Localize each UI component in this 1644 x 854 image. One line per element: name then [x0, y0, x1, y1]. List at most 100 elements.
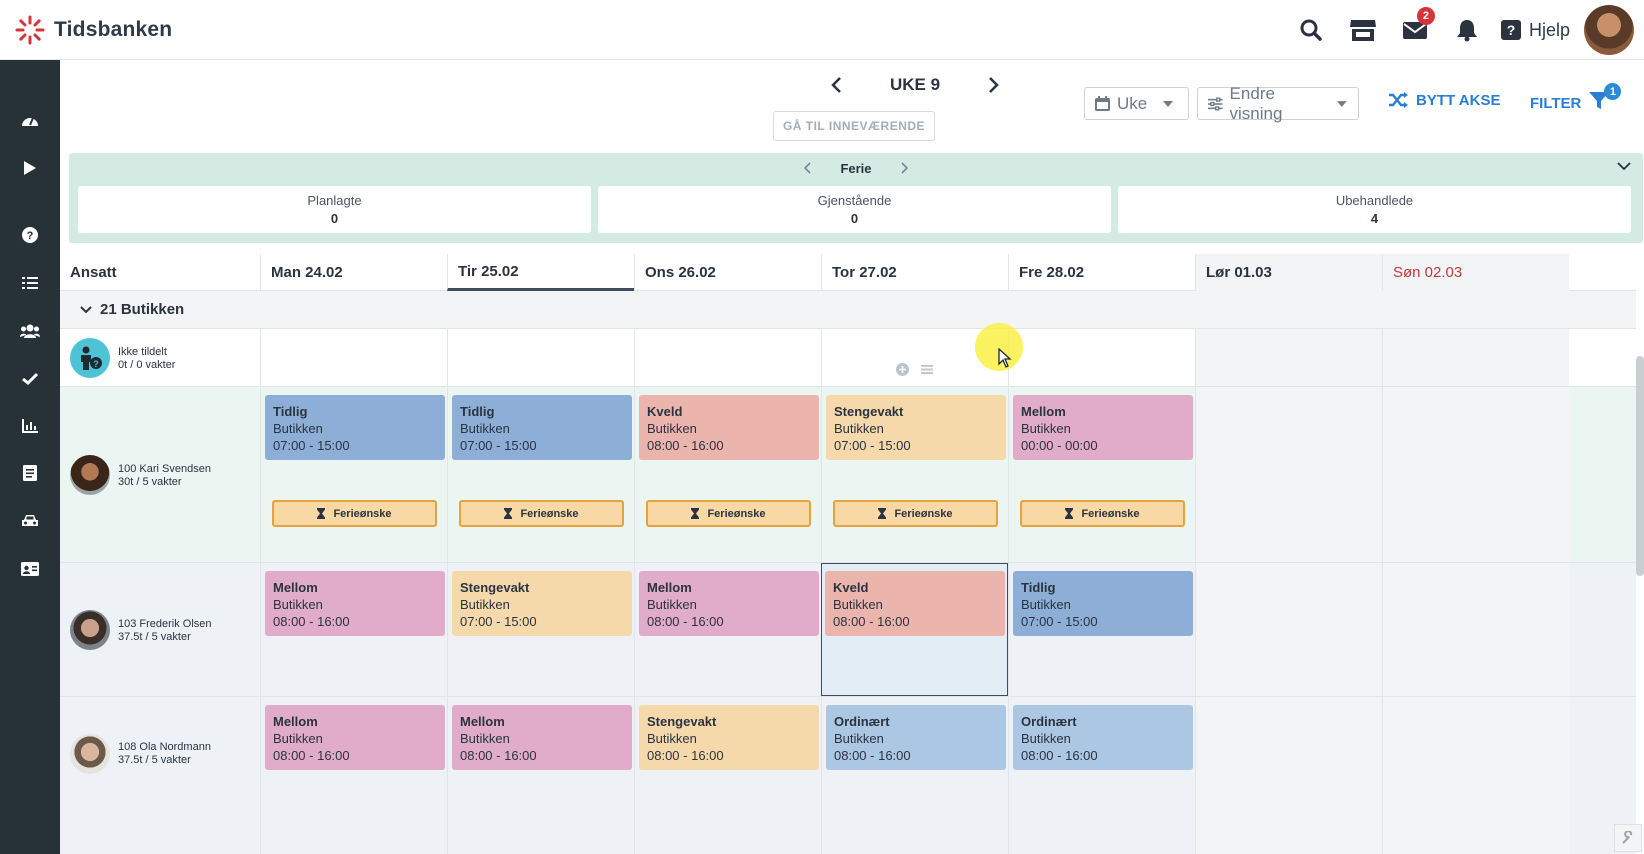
employee-name[interactable]: 103 Frederik Olsen [118, 617, 212, 630]
schedule-cell[interactable]: Stengevakt Butikken 07:00 - 15:00 [447, 563, 634, 696]
search-button[interactable] [1285, 0, 1337, 60]
menu-icon[interactable] [921, 364, 933, 375]
shift-card[interactable]: Ordinært Butikken 08:00 - 16:00 [826, 705, 1006, 770]
view-period-select[interactable]: Uke [1084, 87, 1189, 120]
schedule-cell[interactable] [447, 329, 634, 386]
shift-card[interactable]: Tidlig Butikken 07:00 - 15:00 [265, 395, 445, 460]
collapse-chevron-icon[interactable] [1617, 161, 1631, 171]
avatar[interactable] [70, 454, 110, 495]
vacation-request-button[interactable]: Ferieønske [459, 500, 624, 527]
schedule-cell[interactable]: Tidlig Butikken 07:00 - 15:00 Ferieønske [447, 387, 634, 562]
shift-card[interactable]: Ordinært Butikken 08:00 - 16:00 [1013, 705, 1193, 770]
filter-button[interactable]: FILTER 1 [1530, 83, 1622, 115]
sidebar-item-list[interactable] [0, 265, 60, 301]
swap-axis-button[interactable]: BYTT AKSE [1388, 91, 1500, 109]
vertical-scrollbar[interactable] [1636, 356, 1644, 576]
vacation-unprocessed-box: Ubehandlede 4 [1118, 186, 1631, 233]
day-header[interactable]: Søn 02.03 [1382, 254, 1569, 291]
settings-tool-button[interactable] [1614, 824, 1642, 852]
schedule-cell[interactable] [1195, 563, 1382, 696]
employee-column-header[interactable]: Ansatt [70, 264, 117, 281]
schedule-cell[interactable] [634, 329, 821, 386]
shift-card[interactable]: Tidlig Butikken 07:00 - 15:00 [1013, 571, 1193, 636]
shift-card[interactable]: Stengevakt Butikken 08:00 - 16:00 [639, 705, 819, 770]
day-header[interactable]: Lør 01.03 [1195, 254, 1382, 291]
sidebar-item-travel[interactable] [0, 503, 60, 539]
avatar[interactable] [70, 609, 110, 650]
chevron-right-icon[interactable] [986, 76, 1000, 94]
schedule-cell[interactable]: Stengevakt Butikken 07:00 - 15:00 Ferieø… [821, 387, 1008, 562]
schedule-cell[interactable] [260, 329, 447, 386]
sidebar-item-profile[interactable] [0, 551, 60, 587]
schedule-cell[interactable]: Mellom Butikken 08:00 - 16:00 [634, 563, 821, 696]
shift-card[interactable]: Stengevakt Butikken 07:00 - 15:00 [452, 571, 632, 636]
department-group-header[interactable]: 21 Butikken [60, 291, 1636, 329]
schedule-cell[interactable] [1382, 563, 1569, 696]
day-header[interactable]: Tor 27.02 [821, 254, 1008, 291]
wrench-icon [1622, 831, 1633, 844]
employee-name[interactable]: 100 Kari Svendsen [118, 462, 211, 475]
shift-card[interactable]: Kveld Butikken 08:00 - 16:00 [825, 571, 1005, 636]
sidebar-item-documents[interactable] [0, 455, 60, 491]
schedule-cell[interactable] [821, 329, 1008, 386]
sidebar-item-dashboard[interactable] [0, 102, 60, 138]
schedule-cell[interactable] [1195, 329, 1382, 386]
schedule-cell[interactable] [1382, 697, 1569, 854]
schedule-cell[interactable] [1382, 329, 1569, 386]
messages-button[interactable]: 2 [1389, 0, 1441, 60]
change-view-select[interactable]: Endre visning [1197, 84, 1359, 123]
schedule-cell[interactable]: Ordinært Butikken 08:00 - 16:00 [821, 697, 1008, 854]
vacation-request-button[interactable]: Ferieønske [646, 500, 811, 527]
shift-card[interactable]: Mellom Butikken 08:00 - 16:00 [265, 705, 445, 770]
schedule-cell[interactable] [1008, 329, 1195, 386]
day-header[interactable]: Man 24.02 [260, 254, 447, 291]
schedule-cell[interactable] [1382, 387, 1569, 562]
app-logo[interactable]: Tidsbanken [14, 14, 172, 46]
sidebar-item-help[interactable]: ? [0, 217, 60, 253]
chevron-left-icon[interactable] [804, 162, 812, 174]
notifications-button[interactable] [1441, 0, 1493, 60]
shift-time: 07:00 - 15:00 [460, 614, 537, 629]
chevron-right-icon[interactable] [900, 162, 908, 174]
shift-card[interactable]: Mellom Butikken 08:00 - 16:00 [639, 571, 819, 636]
schedule-cell[interactable] [1195, 387, 1382, 562]
add-shift-icon[interactable] [896, 363, 909, 376]
schedule-cell[interactable]: Mellom Butikken 08:00 - 16:00 [447, 697, 634, 854]
sidebar-item-start[interactable] [0, 150, 60, 186]
shift-time: 07:00 - 15:00 [834, 438, 911, 453]
store-button[interactable] [1337, 0, 1389, 60]
sidebar-item-approvals[interactable] [0, 360, 60, 396]
day-header[interactable]: Ons 26.02 [634, 254, 821, 291]
shift-card[interactable]: Stengevakt Butikken 07:00 - 15:00 [826, 395, 1006, 460]
schedule-cell[interactable]: Tidlig Butikken 07:00 - 15:00 Ferieønske [260, 387, 447, 562]
schedule-cell[interactable]: Mellom Butikken 08:00 - 16:00 [260, 563, 447, 696]
chevron-left-icon[interactable] [830, 76, 844, 94]
swap-axis-label: BYTT AKSE [1416, 91, 1501, 109]
day-header[interactable]: Fre 28.02 [1008, 254, 1195, 291]
schedule-cell[interactable] [1195, 697, 1382, 854]
shift-card[interactable]: Mellom Butikken 08:00 - 16:00 [265, 571, 445, 636]
schedule-cell[interactable]: Stengevakt Butikken 08:00 - 16:00 [634, 697, 821, 854]
day-header[interactable]: Tir 25.02 [447, 254, 634, 291]
filter-badge: 1 [1604, 83, 1622, 100]
vacation-request-button[interactable]: Ferieønske [1020, 500, 1185, 527]
schedule-cell[interactable]: Mellom Butikken 00:00 - 00:00 Ferieønske [1008, 387, 1195, 562]
shift-card[interactable]: Kveld Butikken 08:00 - 16:00 [639, 395, 819, 460]
shift-card[interactable]: Mellom Butikken 00:00 - 00:00 [1013, 395, 1193, 460]
shift-card[interactable]: Tidlig Butikken 07:00 - 15:00 [452, 395, 632, 460]
schedule-cell-selected[interactable]: Kveld Butikken 08:00 - 16:00 [821, 563, 1008, 696]
schedule-cell[interactable]: Tidlig Butikken 07:00 - 15:00 [1008, 563, 1195, 696]
vacation-request-button[interactable]: Ferieønske [833, 500, 998, 527]
shift-card[interactable]: Mellom Butikken 08:00 - 16:00 [452, 705, 632, 770]
employee-name[interactable]: 108 Ola Nordmann [118, 741, 211, 753]
schedule-cell[interactable]: Mellom Butikken 08:00 - 16:00 [260, 697, 447, 854]
avatar[interactable] [70, 734, 110, 774]
sidebar-item-employees[interactable] [0, 313, 60, 349]
vacation-request-button[interactable]: Ferieønske [272, 500, 437, 527]
help-button[interactable]: ? Hjelp [1493, 0, 1584, 60]
schedule-cell[interactable]: Kveld Butikken 08:00 - 16:00 Ferieønske [634, 387, 821, 562]
user-avatar[interactable] [1584, 5, 1634, 55]
goto-current-week-button[interactable]: GÅ TIL INNEVÆRENDE [773, 111, 935, 141]
sidebar-item-reports[interactable] [0, 408, 60, 444]
schedule-cell[interactable]: Ordinært Butikken 08:00 - 16:00 [1008, 697, 1195, 854]
